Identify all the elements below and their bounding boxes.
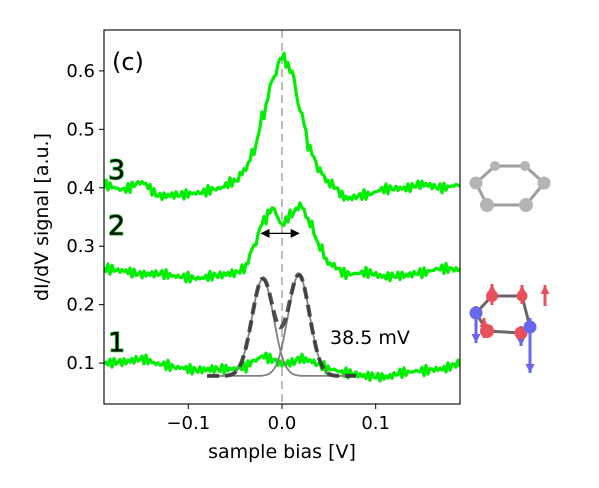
fit-total xyxy=(207,272,356,378)
blue-atom xyxy=(523,320,537,334)
gray-atom xyxy=(469,176,483,190)
curve-labels: 1 2 3 xyxy=(107,154,126,359)
panel-label: (c) xyxy=(112,48,144,76)
spectrum-line-3 xyxy=(104,51,460,202)
y-axis-label: dI/dV signal [a.u.] xyxy=(31,133,53,301)
spectra xyxy=(104,51,460,383)
y-tick-label: 0.6 xyxy=(66,61,95,82)
gray-atom xyxy=(519,198,533,212)
spectrum-line-2 xyxy=(104,201,460,284)
curve-label-3: 3 xyxy=(108,155,125,186)
spectrum-line-1 xyxy=(104,351,460,383)
blue-atom xyxy=(469,306,483,320)
spin-arrow-head xyxy=(471,334,481,343)
gray-atom xyxy=(480,198,494,212)
separation-annotation: 38.5 mV xyxy=(330,327,410,349)
curve-label-2: 2 xyxy=(108,211,125,242)
y-tick-label: 0.2 xyxy=(66,295,95,316)
gray-atom xyxy=(520,161,530,171)
x-axis-label: sample bias [V] xyxy=(208,441,356,463)
y-axis-ticks: 0.1 0.2 0.3 0.4 0.5 0.6 xyxy=(66,61,104,374)
red-atom xyxy=(480,324,494,338)
y-tick-label: 0.5 xyxy=(66,119,95,140)
x-tick-label: 0.1 xyxy=(361,413,390,434)
spin-arrow-head xyxy=(540,285,550,294)
y-tick-label: 0.4 xyxy=(66,178,95,199)
gray-atom xyxy=(490,161,500,171)
x-tick-label: −0.1 xyxy=(166,413,210,434)
y-tick-label: 0.3 xyxy=(66,236,95,257)
gray-atom xyxy=(537,176,551,190)
curve-label-1: 1 xyxy=(108,327,125,358)
spin-arrow-head xyxy=(516,337,526,346)
plot-area: (c) 38.5 mV 1 2 3 xyxy=(104,30,460,404)
x-tick-label: 0.0 xyxy=(268,413,297,434)
x-axis-ticks: −0.1 0.0 0.1 xyxy=(166,404,390,434)
red-atom xyxy=(516,290,528,302)
gaussian-fit xyxy=(207,272,356,378)
y-tick-label: 0.1 xyxy=(66,353,95,374)
molecule-gray-icon xyxy=(469,161,551,212)
spin-arrow-head xyxy=(525,364,535,373)
molecule-spin-icon xyxy=(469,284,550,373)
red-atom xyxy=(486,290,498,302)
